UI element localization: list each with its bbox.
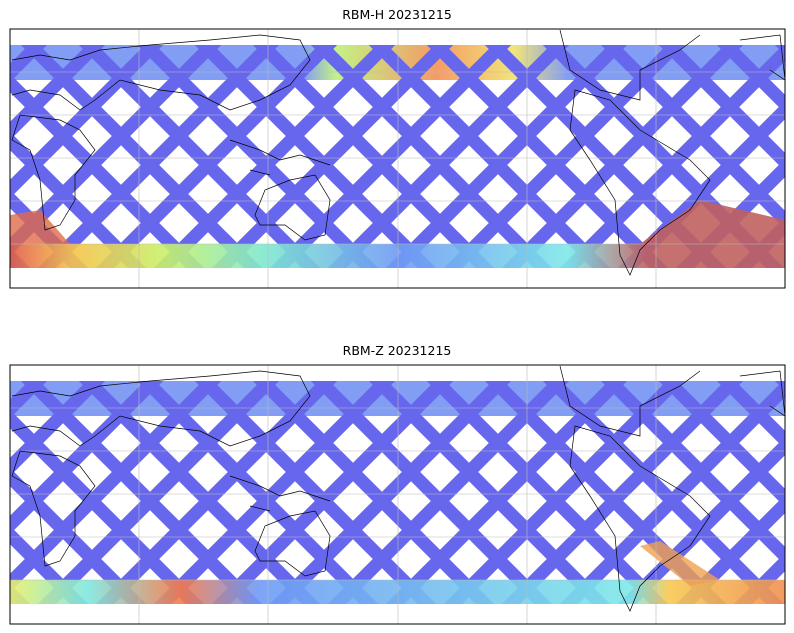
grid bbox=[10, 365, 785, 624]
map-panel bbox=[9, 364, 786, 625]
swath-pattern bbox=[10, 381, 785, 604]
map-frame bbox=[9, 364, 786, 625]
panel-title: RBM-Z 20231215 bbox=[343, 343, 452, 358]
map-panel bbox=[9, 28, 786, 289]
hotspot bbox=[640, 200, 785, 244]
swath-band bbox=[10, 580, 785, 604]
hotspot bbox=[10, 210, 70, 244]
grid bbox=[10, 29, 785, 288]
panel-title: RBM-H 20231215 bbox=[342, 7, 452, 22]
hotspot bbox=[640, 541, 720, 586]
swath-band bbox=[10, 244, 785, 268]
map-frame bbox=[9, 28, 786, 289]
